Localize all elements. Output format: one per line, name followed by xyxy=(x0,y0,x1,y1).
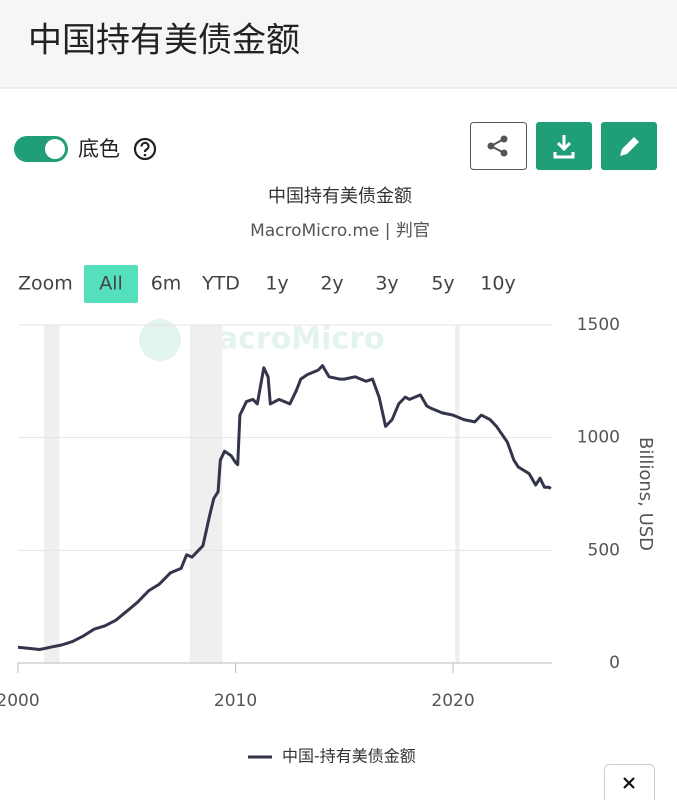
zoom-option[interactable]: YTD xyxy=(201,273,240,295)
x-tick-label: 2010 xyxy=(214,691,257,711)
zoom-option[interactable]: 1y xyxy=(265,273,288,295)
zoom-active-bg xyxy=(84,265,138,303)
zoom-option[interactable]: 2y xyxy=(320,273,343,295)
zoom-option[interactable]: 5y xyxy=(431,273,454,295)
x-tick-label: 2000 xyxy=(0,691,40,711)
close-button[interactable] xyxy=(604,764,655,804)
y-tick-label: 500 xyxy=(588,540,620,560)
legend-label: 中国-持有美债金额 xyxy=(282,747,416,766)
y-tick-label: 1500 xyxy=(577,315,620,335)
y-tick-label: 1000 xyxy=(577,428,620,448)
watermark-logo xyxy=(139,319,181,361)
toggle[interactable] xyxy=(14,136,68,162)
share-button[interactable] xyxy=(470,122,527,170)
edit-button[interactable] xyxy=(601,122,657,170)
zoom-option[interactable]: 10y xyxy=(480,273,515,295)
shaded-band xyxy=(44,325,60,663)
zoom-option[interactable]: 6m xyxy=(151,273,182,295)
x-tick-label: 2020 xyxy=(431,691,474,711)
zoom-option[interactable]: 3y xyxy=(375,273,398,295)
zoom-buttons: All 6m YTD 1y 2y 3y 5y 10y xyxy=(84,265,516,303)
help-icon[interactable] xyxy=(133,137,157,161)
zoom-label: Zoom xyxy=(18,273,73,295)
zoom-option[interactable]: All xyxy=(99,273,123,295)
line-series xyxy=(17,364,552,651)
toggle-label: 底色 xyxy=(78,137,120,161)
y-tick-label: 0 xyxy=(609,653,620,673)
chart-subtitle: MacroMicro.me | 判官 xyxy=(250,221,430,241)
download-button[interactable] xyxy=(536,122,592,170)
shaded-band xyxy=(455,325,460,663)
chart-title: 中国持有美债金额 xyxy=(268,186,412,207)
page-title: 中国持有美债金额 xyxy=(28,21,300,61)
header-bg xyxy=(0,0,677,88)
y-axis-title: Billions, USD xyxy=(635,437,656,551)
